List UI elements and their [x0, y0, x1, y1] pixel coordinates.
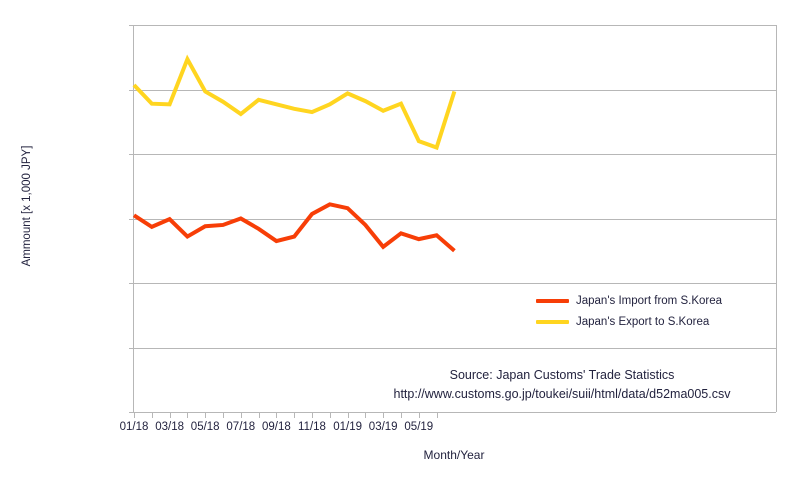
x-tick-label: 07/18	[226, 421, 256, 433]
gridline	[134, 154, 776, 155]
x-tick-mark-minor	[365, 412, 367, 418]
plot-area: 600,000,000500,000,000400,000,000300,000…	[120, 25, 777, 433]
x-tick-mark	[312, 412, 313, 418]
source-note: Source: Japan Customs' Trade Statistics …	[352, 366, 772, 404]
y-tick-mark	[129, 89, 134, 91]
x-tick-label: 01/19	[333, 421, 362, 433]
x-tick-mark-minor	[329, 412, 331, 418]
x-tick-mark	[169, 412, 171, 418]
x-tick-label: 11/18	[298, 421, 326, 433]
y-axis-title: Ammount [x 1,000 JPY]	[21, 145, 33, 267]
legend-label: Japan's Import from S.Korea	[576, 294, 723, 307]
x-tick-label: 09/18	[262, 421, 291, 433]
legend-item[interactable]: Japan's Import from S.Korea	[536, 290, 722, 311]
gridline	[134, 283, 776, 284]
x-tick-mark	[276, 412, 278, 418]
y-tick-mark	[129, 412, 134, 413]
x-tick-mark-minor	[294, 412, 296, 418]
gridline	[134, 412, 776, 413]
x-tick-label: 05/19	[404, 421, 434, 433]
chart-legend: Japan's Import from S.Korea Japan's Expor…	[536, 290, 722, 332]
gridline	[134, 89, 776, 91]
x-tick-mark-minor	[401, 412, 402, 418]
x-tick-mark	[383, 412, 385, 418]
x-tick-mark	[418, 412, 420, 418]
x-tick-mark-minor	[436, 412, 438, 418]
y-tick-mark	[129, 347, 134, 349]
x-tick-mark	[240, 412, 242, 418]
gridline	[134, 25, 776, 26]
legend-color-swatch	[536, 319, 569, 324]
x-tick-mark	[347, 412, 349, 418]
series-line	[132, 54, 457, 151]
series-line	[132, 202, 456, 253]
source-line-2: http://www.customs.go.jp/toukei/suii/htm…	[393, 387, 731, 401]
x-tick-mark-minor	[151, 412, 153, 418]
y-tick-mark	[129, 218, 134, 220]
x-axis-title: Month/Year	[423, 448, 485, 462]
x-tick-label: 03/18	[155, 421, 184, 433]
y-tick-mark	[129, 25, 134, 26]
x-tick-label: 01/18	[119, 421, 149, 433]
x-tick-label: 03/19	[368, 421, 398, 433]
gridline	[134, 218, 776, 220]
legend-label: Japan's Export to S.Korea	[576, 315, 710, 328]
y-tick-mark	[129, 283, 134, 284]
legend-color-swatch	[536, 298, 569, 303]
x-tick-mark-minor	[258, 412, 260, 418]
x-tick-mark	[134, 412, 135, 418]
x-tick-mark	[205, 412, 207, 418]
gridline	[134, 347, 776, 349]
legend-item[interactable]: Japan's Export to S.Korea	[536, 311, 722, 332]
y-tick-mark	[129, 154, 134, 155]
source-line-1: Source: Japan Customs' Trade Statistics	[449, 368, 675, 382]
series-lines	[132, 54, 457, 253]
x-tick-mark-minor	[223, 412, 224, 418]
x-tick-label: 05/18	[190, 421, 220, 433]
x-tick-mark-minor	[187, 412, 189, 418]
